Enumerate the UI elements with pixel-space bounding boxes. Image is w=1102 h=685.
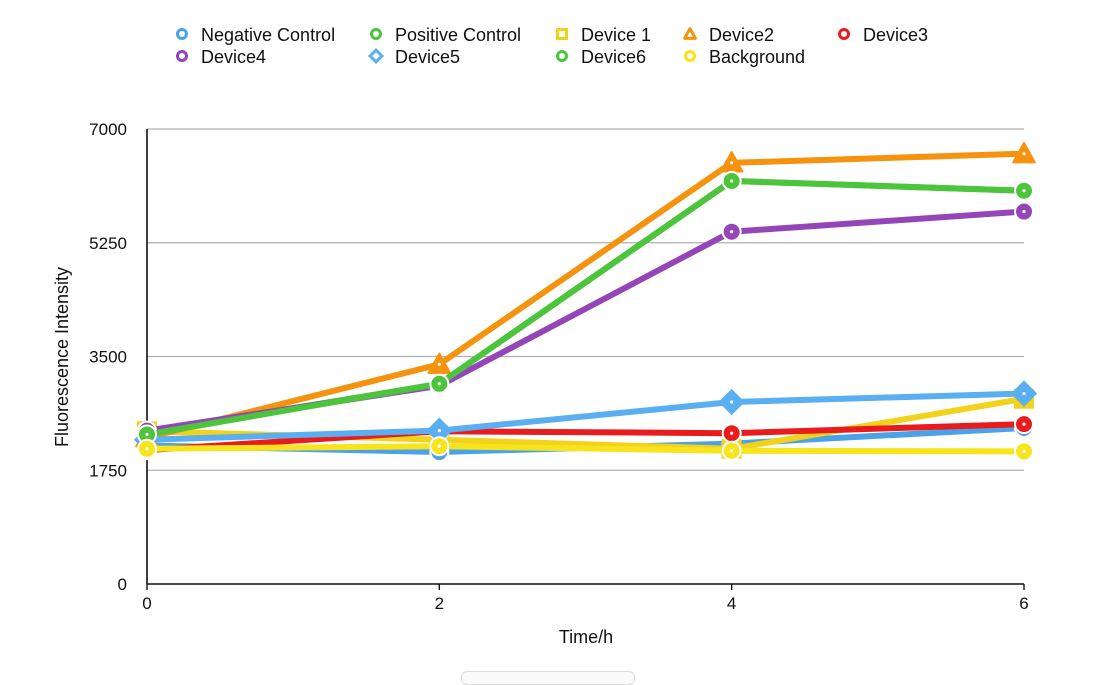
y-tick-label: 5250 bbox=[89, 234, 127, 253]
legend-marker-device4 bbox=[176, 50, 188, 62]
marker-center-dot bbox=[730, 161, 734, 165]
legend-label: Device 1 bbox=[581, 25, 651, 45]
marker-center-dot bbox=[730, 431, 734, 435]
y-tick-label: 0 bbox=[118, 575, 127, 594]
legend-item-device-1: Device 1 bbox=[556, 25, 651, 45]
series-device6 bbox=[137, 171, 1034, 445]
marker-center-dot bbox=[730, 179, 734, 183]
legend-item-positive-control: Positive Control bbox=[370, 25, 521, 45]
legend-item-background: Background bbox=[684, 47, 805, 67]
y-axis-label: Fluorescence Intensity bbox=[52, 267, 72, 447]
legend-item-device2: Device2 bbox=[683, 25, 774, 45]
legend-item-device3: Device3 bbox=[838, 25, 928, 45]
legend-marker-negative-control bbox=[176, 28, 188, 40]
legend-marker-background bbox=[684, 50, 696, 62]
legend-marker-device5 bbox=[368, 48, 384, 64]
x-tick-label: 2 bbox=[435, 594, 444, 613]
series-line-device6 bbox=[144, 178, 1027, 438]
gridlines bbox=[147, 128, 1024, 471]
legend-item-device6: Device6 bbox=[556, 47, 646, 67]
marker-center-dot bbox=[730, 230, 734, 234]
marker-center-dot bbox=[437, 429, 441, 433]
marker-center-dot bbox=[145, 447, 149, 451]
legend-marker-device-1 bbox=[556, 28, 568, 40]
y-tick-label: 1750 bbox=[89, 461, 127, 480]
legend-item-negative-control: Negative Control bbox=[176, 25, 335, 45]
marker-center-dot bbox=[730, 449, 734, 453]
y-tick-label: 7000 bbox=[89, 120, 127, 139]
marker-center-dot bbox=[1022, 449, 1026, 453]
legend-label: Positive Control bbox=[395, 25, 521, 45]
marker-center-dot bbox=[145, 432, 149, 437]
marker-center-dot bbox=[1022, 422, 1026, 426]
legend-label: Device4 bbox=[201, 47, 266, 67]
legend-label: Device2 bbox=[709, 25, 774, 45]
x-axis-label: Time/h bbox=[559, 627, 613, 647]
legend-marker-device6 bbox=[556, 50, 568, 62]
marker-center-dot bbox=[1022, 391, 1026, 396]
marker-center-dot bbox=[437, 382, 441, 386]
marker-center-dot bbox=[1022, 209, 1026, 214]
legend-marker-device2 bbox=[683, 27, 697, 40]
marker-center-dot bbox=[1022, 152, 1026, 156]
x-tick-label: 4 bbox=[727, 594, 736, 613]
y-tick-label: 3500 bbox=[89, 348, 127, 367]
marker-center-dot bbox=[437, 362, 441, 366]
marker-center-dot bbox=[1022, 189, 1026, 193]
legend: Negative Control Positive Control Device 1… bbox=[176, 25, 928, 67]
axes: 0 1750 3500 5250 7000 0 2 4 6 bbox=[89, 120, 1029, 613]
series-group bbox=[133, 141, 1038, 463]
legend-marker-device3 bbox=[838, 28, 850, 40]
series-line-background bbox=[144, 443, 1027, 455]
legend-label: Device5 bbox=[395, 47, 460, 67]
legend-item-device5: Device5 bbox=[368, 47, 460, 67]
series-background bbox=[137, 436, 1034, 462]
legend-label: Background bbox=[709, 47, 805, 67]
legend-label: Device6 bbox=[581, 47, 646, 67]
legend-label: Negative Control bbox=[201, 25, 335, 45]
legend-marker-positive-control bbox=[370, 28, 382, 40]
series-line-device2 bbox=[144, 150, 1027, 441]
series-line-device5 bbox=[144, 390, 1027, 443]
legend-item-device4: Device4 bbox=[176, 47, 266, 67]
bottom-tab-handle bbox=[461, 671, 635, 685]
x-tick-label: 0 bbox=[142, 594, 151, 613]
series-line-device3 bbox=[144, 421, 1027, 454]
legend-label: Device3 bbox=[863, 25, 928, 45]
marker-center-dot bbox=[730, 400, 734, 404]
x-tick-label: 6 bbox=[1019, 594, 1028, 613]
series-device5 bbox=[133, 380, 1038, 453]
marker-center-dot bbox=[437, 444, 441, 448]
